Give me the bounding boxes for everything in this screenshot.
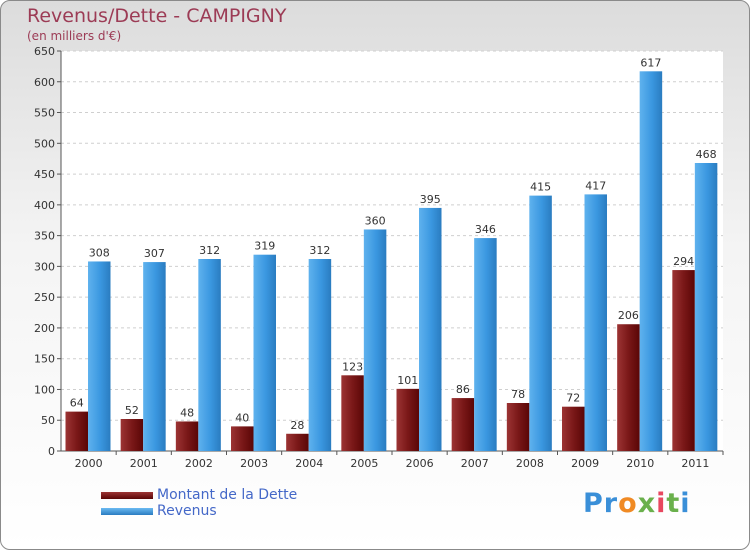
- bar-revenus: [694, 163, 718, 451]
- data-label-dette: 72: [566, 392, 580, 405]
- data-label-revenus: 308: [89, 246, 110, 259]
- logo-letter: t: [666, 488, 681, 519]
- bar-revenus: [419, 207, 442, 451]
- bar-revenus: [639, 71, 663, 452]
- x-tick-label: 2005: [350, 457, 378, 470]
- x-tick-label: 2001: [130, 457, 158, 470]
- data-label-dette: 206: [618, 309, 639, 322]
- data-label-dette: 123: [342, 360, 363, 373]
- legend-item-revenus: Revenus: [101, 503, 297, 519]
- data-label-revenus: 468: [696, 148, 717, 161]
- bar-dette: [341, 375, 364, 451]
- bar-revenus: [584, 194, 607, 451]
- bar-revenus: [308, 259, 332, 451]
- data-label-revenus: 617: [640, 56, 661, 69]
- bar-dette: [65, 411, 88, 451]
- bar-revenus: [143, 262, 166, 451]
- bar-revenus: [474, 238, 497, 451]
- y-tick-label: 200: [34, 322, 55, 335]
- x-tick-label: 2008: [516, 457, 544, 470]
- proxiti-logo: Proxiti: [583, 488, 691, 519]
- chart-subtitle: (en milliers d'€): [27, 29, 122, 43]
- y-tick-label: 550: [34, 107, 55, 120]
- data-label-revenus: 312: [309, 244, 330, 257]
- data-label-revenus: 395: [420, 193, 441, 206]
- bar-revenus: [253, 254, 276, 451]
- bar-dette: [286, 433, 309, 451]
- data-label-dette: 86: [456, 383, 470, 396]
- y-tick-label: 300: [34, 260, 55, 273]
- bar-dette: [120, 419, 144, 451]
- bar-revenus: [529, 195, 552, 451]
- y-tick-label: 450: [34, 168, 55, 181]
- data-label-revenus: 360: [365, 214, 386, 227]
- x-tick-label: 2007: [461, 457, 489, 470]
- plot-area: [61, 51, 723, 451]
- legend-swatch-dette: [101, 491, 153, 499]
- legend-label-dette: Montant de la Dette: [157, 487, 298, 503]
- chart-title: Revenus/Dette - CAMPIGNY: [27, 5, 287, 27]
- bar-dette: [672, 270, 695, 451]
- bar-dette: [506, 403, 530, 451]
- y-tick-label: 50: [41, 414, 55, 427]
- bar-dette: [617, 324, 640, 451]
- y-tick-label: 250: [34, 291, 55, 304]
- y-tick-label: 0: [48, 445, 55, 458]
- logo-letter: P: [583, 488, 604, 519]
- logo-letter: i: [680, 488, 691, 519]
- x-tick-label: 2004: [295, 457, 323, 470]
- data-label-dette: 52: [125, 404, 139, 417]
- legend-swatch-revenus: [101, 507, 153, 515]
- legend-item-dette: Montant de la Dette: [101, 487, 297, 503]
- logo-letter: o: [618, 488, 638, 519]
- bar-revenus: [363, 229, 387, 451]
- data-label-revenus: 417: [585, 179, 606, 192]
- x-tick-label: 2003: [240, 457, 268, 470]
- bar-revenus: [198, 259, 221, 451]
- bar-dette: [451, 398, 475, 451]
- y-tick-label: 150: [34, 353, 55, 366]
- data-label-dette: 48: [180, 406, 194, 419]
- data-label-revenus: 307: [144, 247, 165, 260]
- data-label-dette: 28: [290, 419, 304, 432]
- legend: Montant de la Dette Revenus: [101, 487, 297, 519]
- data-label-revenus: 312: [199, 244, 220, 257]
- data-label-dette: 101: [397, 374, 418, 387]
- y-tick-label: 350: [34, 230, 55, 243]
- data-label-revenus: 319: [254, 240, 275, 253]
- x-tick-label: 2010: [626, 457, 654, 470]
- bar-dette: [562, 406, 585, 451]
- y-tick-label: 100: [34, 383, 55, 396]
- x-tick-label: 2000: [75, 457, 103, 470]
- y-tick-label: 500: [34, 137, 55, 150]
- bar-revenus: [88, 261, 111, 451]
- logo-letter: x: [637, 488, 657, 519]
- bar-dette: [175, 421, 199, 451]
- y-tick-label: 600: [34, 76, 55, 89]
- x-tick-label: 2009: [571, 457, 599, 470]
- legend-label-revenus: Revenus: [157, 503, 217, 519]
- data-label-dette: 294: [673, 255, 694, 268]
- x-tick-label: 2011: [681, 457, 709, 470]
- bar-dette: [396, 388, 419, 451]
- data-label-dette: 78: [511, 388, 525, 401]
- x-tick-label: 2002: [185, 457, 213, 470]
- y-tick-label: 650: [34, 45, 55, 58]
- logo-letter: i: [656, 488, 667, 519]
- logo-letter: r: [603, 488, 619, 519]
- bar-dette: [231, 426, 254, 451]
- data-label-revenus: 415: [530, 181, 551, 194]
- data-label-revenus: 346: [475, 223, 496, 236]
- data-label-dette: 40: [235, 411, 249, 424]
- x-tick-label: 2006: [406, 457, 434, 470]
- y-tick-label: 400: [34, 199, 55, 212]
- data-label-dette: 64: [70, 397, 84, 410]
